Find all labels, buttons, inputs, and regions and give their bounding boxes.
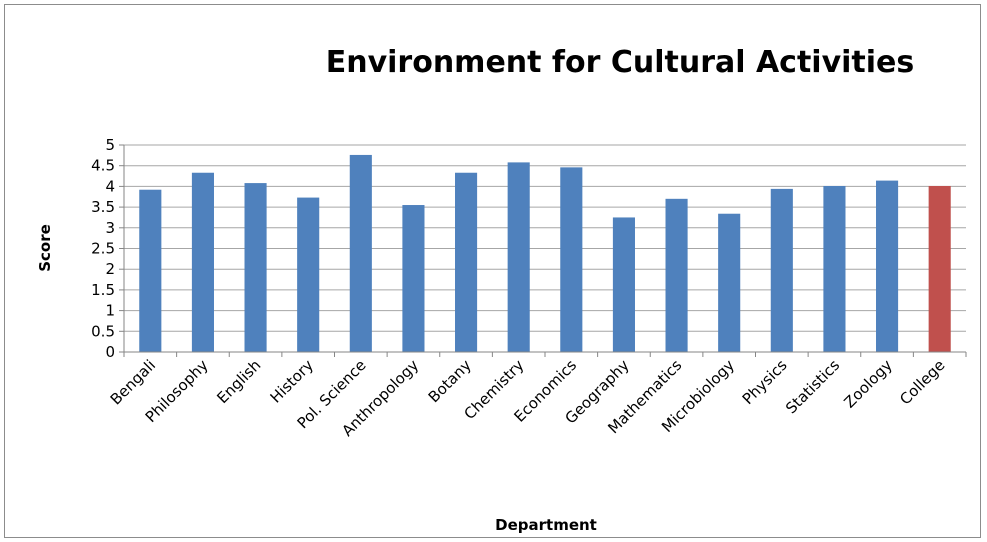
y-tick-label: 2 xyxy=(105,260,115,278)
bar-mathematics xyxy=(665,198,688,352)
y-tick-label: 0 xyxy=(105,343,115,361)
bar-english xyxy=(244,183,267,352)
bar-bengali xyxy=(139,189,162,352)
y-tick-label: 4 xyxy=(105,177,115,195)
bar-statistics xyxy=(823,185,846,352)
x-tick-label: Statistics xyxy=(782,356,843,417)
x-tick-label: History xyxy=(267,356,318,407)
bar-anthropology xyxy=(402,205,425,352)
y-tick-label: 3.5 xyxy=(91,198,115,216)
bar-philosophy xyxy=(191,172,214,352)
chart-title: Environment for Cultural Activities xyxy=(326,45,915,80)
bar-pol-science xyxy=(349,154,372,352)
y-tick-label: 0.5 xyxy=(91,322,115,340)
x-axis-title: Department xyxy=(495,516,597,534)
bar-economics xyxy=(560,167,583,352)
bars-group xyxy=(139,154,951,352)
bar-botany xyxy=(455,172,478,352)
x-tick-label: Zoology xyxy=(840,356,896,412)
bar-chemistry xyxy=(507,162,530,352)
y-tick-label: 4.5 xyxy=(91,157,115,175)
bar-college xyxy=(928,185,951,352)
bar-zoology xyxy=(876,180,899,352)
x-tick-label: Physics xyxy=(739,356,791,408)
y-tick-label: 3 xyxy=(105,219,115,237)
x-tick-label: College xyxy=(896,356,948,408)
x-tick-label: Botany xyxy=(425,356,475,406)
x-tick-label: Bengali xyxy=(107,356,159,408)
bar-physics xyxy=(770,188,793,352)
y-tick-label: 5 xyxy=(105,136,115,154)
y-tick-label: 1 xyxy=(105,302,115,320)
x-tick-label: English xyxy=(213,356,264,407)
y-tick-labels: 0 0.5 1 1.5 2 2.5 3 3.5 4 4.5 5 xyxy=(91,136,115,361)
y-axis-title: Score xyxy=(36,224,54,272)
y-tick-label: 1.5 xyxy=(91,281,115,299)
bar-history xyxy=(297,197,320,352)
bar-geography xyxy=(612,217,635,352)
y-tick-label: 2.5 xyxy=(91,240,115,258)
chart-frame xyxy=(4,4,981,538)
bar-microbiology xyxy=(718,213,741,352)
